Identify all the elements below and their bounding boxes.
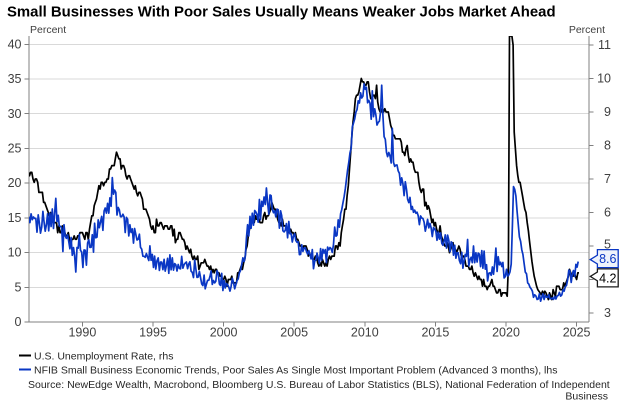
svg-text:Percent: Percent <box>569 24 605 36</box>
svg-text:30: 30 <box>8 107 22 121</box>
svg-text:NFIB Small Business Economic T: NFIB Small Business Economic Trends, Poo… <box>34 365 557 377</box>
svg-text:Source: NewEdge Wealth, Macrob: Source: NewEdge Wealth, Macrobond, Bloom… <box>28 379 610 391</box>
svg-text:8.6: 8.6 <box>599 252 616 266</box>
svg-text:Percent: Percent <box>30 24 66 36</box>
svg-text:5: 5 <box>604 237 611 251</box>
svg-text:25: 25 <box>8 142 22 156</box>
svg-text:10: 10 <box>8 246 22 260</box>
svg-text:11: 11 <box>598 38 611 52</box>
svg-text:0: 0 <box>15 315 22 329</box>
svg-text:1995: 1995 <box>139 326 167 340</box>
svg-text:2020: 2020 <box>492 326 520 340</box>
svg-text:8: 8 <box>604 139 611 153</box>
svg-text:35: 35 <box>8 72 22 86</box>
svg-text:6: 6 <box>604 206 611 220</box>
svg-text:2025: 2025 <box>563 326 591 340</box>
svg-text:10: 10 <box>597 72 611 86</box>
svg-text:U.S. Unemployment Rate, rhs: U.S. Unemployment Rate, rhs <box>34 351 173 363</box>
svg-text:5: 5 <box>15 280 22 294</box>
svg-text:9: 9 <box>604 105 611 119</box>
svg-text:7: 7 <box>604 172 611 186</box>
svg-text:1990: 1990 <box>68 326 96 340</box>
svg-text:Small Businesses With Poor Sal: Small Businesses With Poor Sales Usually… <box>7 5 556 21</box>
svg-text:Business: Business <box>565 391 608 403</box>
svg-text:4.2: 4.2 <box>599 271 616 285</box>
svg-text:2005: 2005 <box>280 326 308 340</box>
svg-text:2000: 2000 <box>210 326 238 340</box>
svg-text:40: 40 <box>8 37 22 51</box>
svg-text:2010: 2010 <box>351 326 379 340</box>
svg-text:2015: 2015 <box>421 326 449 340</box>
svg-text:20: 20 <box>8 176 22 190</box>
svg-text:15: 15 <box>8 211 22 225</box>
svg-text:3: 3 <box>604 306 611 320</box>
